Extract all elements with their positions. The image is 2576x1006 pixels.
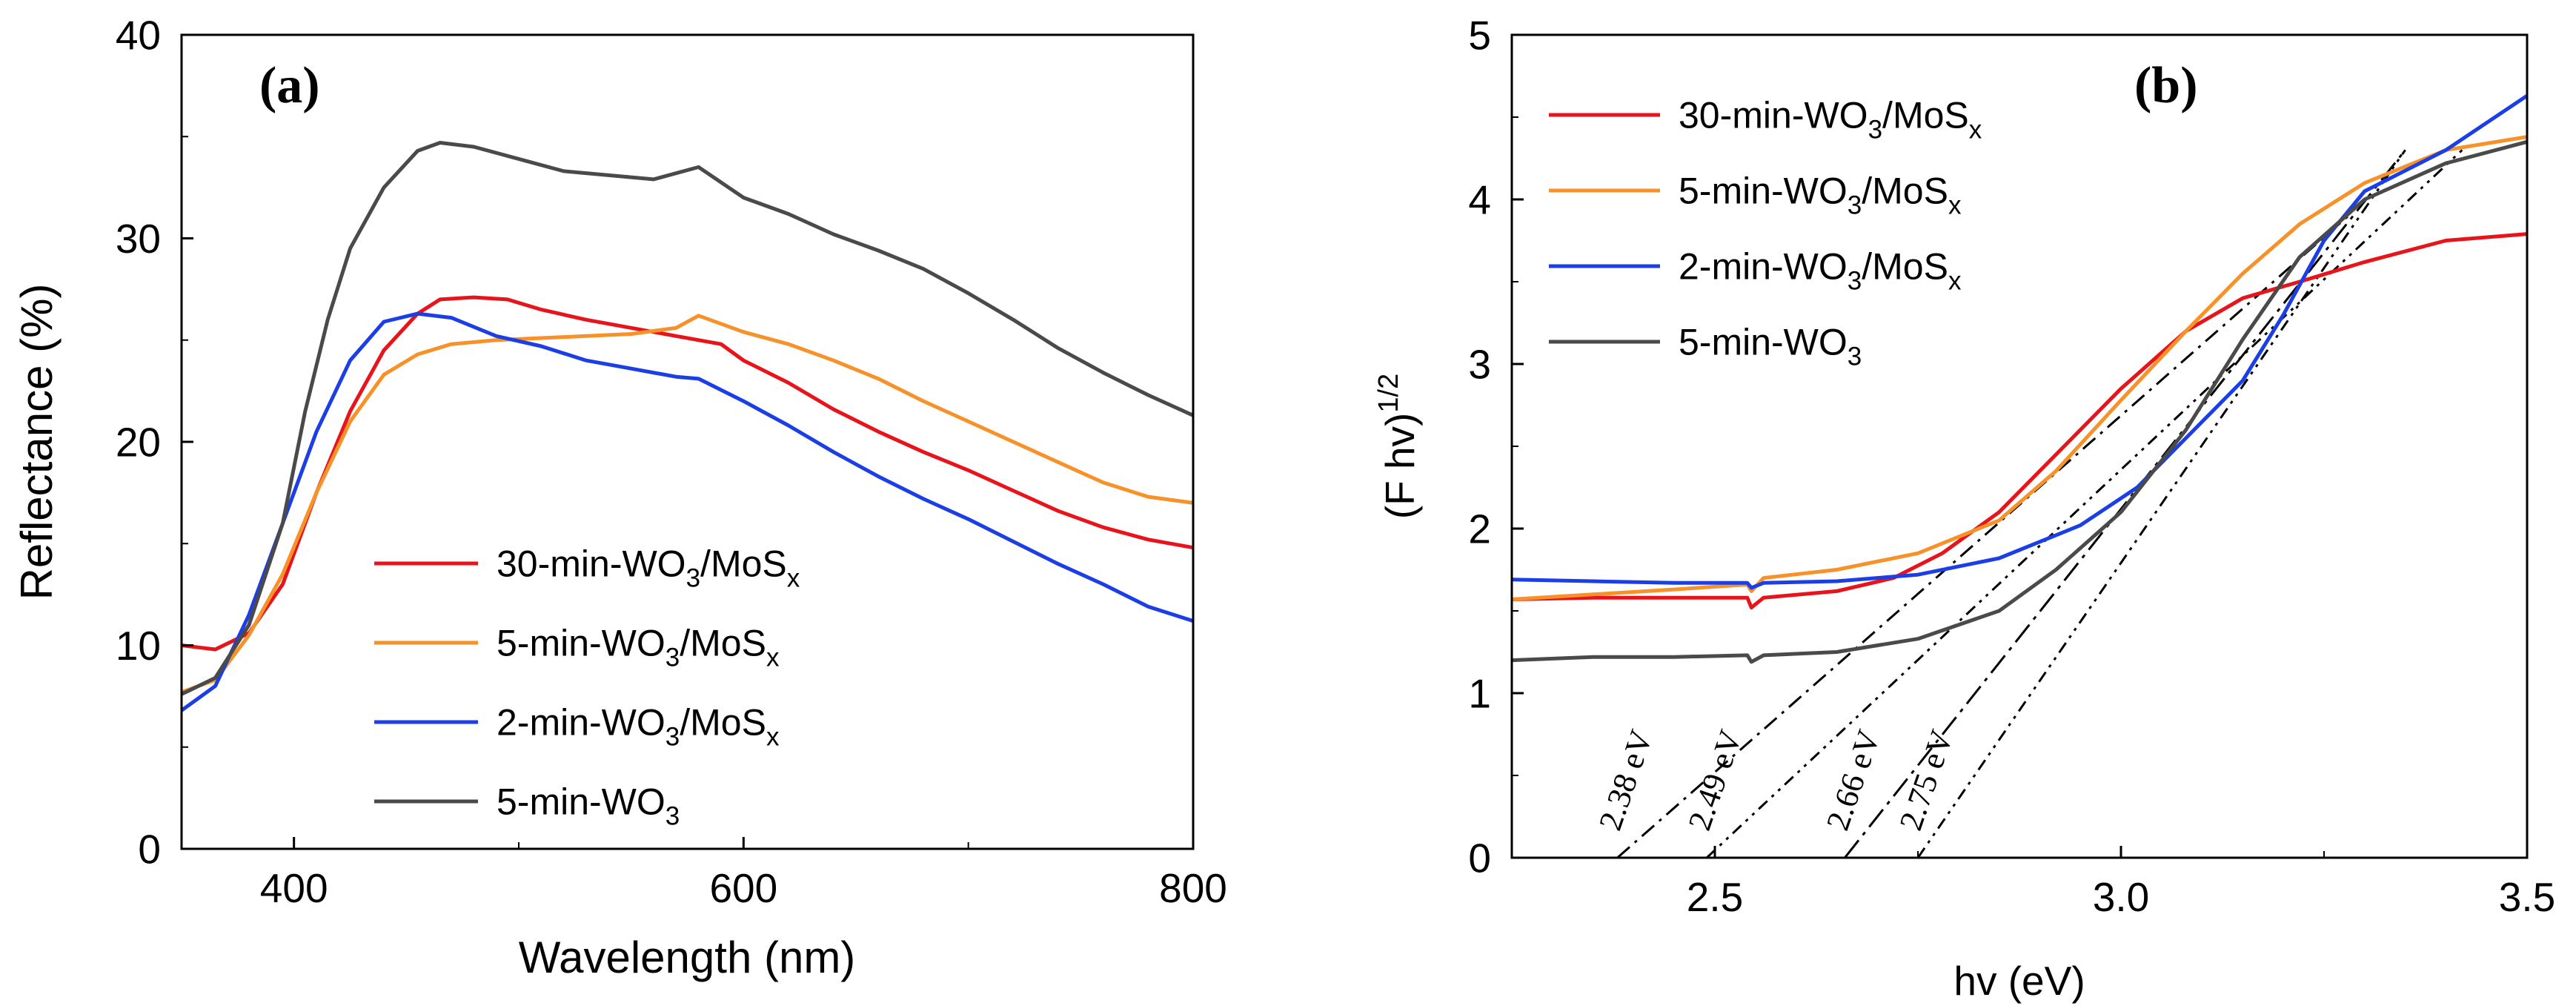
panel-b-series-group xyxy=(1511,94,2529,664)
panel-a-label: (a) xyxy=(259,57,320,114)
panel-b-legend-label-4-name-sub1: 3 xyxy=(1848,342,1862,371)
panel-a-legend-label-1-name-mid: /MoS xyxy=(700,543,787,585)
panel-a-reflectance-chart: 400 600 800 0 10 20 30 40 (a) Wavelength (nm) R… xyxy=(12,12,1227,982)
panel-b-legend-label-1: 30-min-WO3/MoSx xyxy=(1679,95,1982,145)
panel-a-series-4-line xyxy=(180,141,1195,696)
panel-b-y-axis-title: (F hv)1/2 xyxy=(1373,374,1423,519)
panel-b-legend-label-2-name-sub2: x xyxy=(1948,191,1962,220)
panel-b-x-tick-label: 3.5 xyxy=(2499,874,2555,920)
panel-a-y-tick-label: 20 xyxy=(116,419,161,465)
panel-a-legend-label-1: 30-min-WO3/MoSx xyxy=(497,543,800,593)
panel-a-legend-label-1-name-main: 30-min-WO xyxy=(497,543,686,585)
panel-b-legend-label-2-name-mid: /MoS xyxy=(1862,171,1948,212)
panel-b-legend-label-3-name-mid: /MoS xyxy=(1862,246,1948,288)
panel-b-y-tick-label: 1 xyxy=(1468,670,1491,716)
panel-b-y-tick-label: 4 xyxy=(1468,176,1491,222)
panel-a-x-axis-title: Wavelength (nm) xyxy=(519,933,856,982)
panel-a-y-tick-label: 10 xyxy=(116,623,161,669)
panel-a-legend-label-3-name-mid: /MoS xyxy=(680,702,766,744)
panel-a-legend-label-3-name-main: 2-min-WO xyxy=(497,702,665,744)
panel-a-x-tick-label: 800 xyxy=(1159,865,1227,911)
panel-b-y-tick-label: 0 xyxy=(1468,835,1491,881)
panel-a-legend-label-3: 2-min-WO3/MoSx xyxy=(497,702,780,752)
panel-a-y-tick-label: 40 xyxy=(116,12,161,58)
panel-a-legend-label-1-name-sub1: 3 xyxy=(686,564,700,593)
panel-b-series-4-line xyxy=(1511,139,2528,664)
panel-b-series-3-line xyxy=(1511,94,2529,590)
panel-b-tangent-line-3 xyxy=(1844,149,2406,858)
panel-b-legend: 30-min-WO3/MoSx5-min-WO3/MoSx2-min-WO3/M… xyxy=(1549,95,1982,371)
panel-b-legend-label-1-name-main: 30-min-WO xyxy=(1679,95,1868,136)
panel-b-legend-label-2: 5-min-WO3/MoSx xyxy=(1679,171,1962,220)
panel-b-legend-label-1-name-sub2: x xyxy=(1969,116,1982,145)
panel-b-series-2-line xyxy=(1511,135,2528,601)
panel-a-legend: 30-min-WO3/MoSx5-min-WO3/MoSx2-min-WO3/M… xyxy=(374,543,800,831)
panel-b-y-tick-label: 2 xyxy=(1468,506,1491,552)
panel-a-series-group xyxy=(180,141,1195,712)
panel-a-y-tick-label: 0 xyxy=(138,826,161,872)
panel-a-legend-label-4: 5-min-WO3 xyxy=(497,781,680,831)
panel-b-legend-label-3-name-sub2: x xyxy=(1948,267,1962,296)
panel-b-x-tick-label: 3.0 xyxy=(2093,874,2149,920)
panel-a-legend-label-2-name-sub2: x xyxy=(766,643,780,672)
panel-b-legend-label-1-name-sub1: 3 xyxy=(1868,116,1882,145)
panel-a-legend-label-1-name-sub2: x xyxy=(787,564,800,593)
panel-b-legend-label-3-name-sub1: 3 xyxy=(1848,267,1862,296)
panel-a-legend-label-4-name-main: 5-min-WO xyxy=(497,781,665,823)
panel-a-series-2-line xyxy=(181,314,1194,694)
panel-b-x-tick-label: 2.5 xyxy=(1687,874,1743,920)
panel-b-legend-label-2-name-sub1: 3 xyxy=(1848,191,1862,220)
panel-b-label: (b) xyxy=(2134,57,2198,114)
svg-text:(F hv)1/2: (F hv)1/2 xyxy=(1373,374,1423,519)
panel-a-legend-label-2-name-sub1: 3 xyxy=(665,643,680,672)
panel-a-ticks: 400 600 800 0 10 20 30 40 xyxy=(116,12,1227,911)
panel-a-legend-label-3-name-sub2: x xyxy=(766,723,780,752)
panel-b-tangent-lines-group xyxy=(1616,149,2463,858)
panel-b-tangent-line-4 xyxy=(1916,149,2406,858)
panel-a-legend-label-2: 5-min-WO3/MoSx xyxy=(497,623,780,672)
panel-b-tangent-line-2 xyxy=(1706,149,2463,858)
panel-b-legend-label-3: 2-min-WO3/MoSx xyxy=(1679,246,1962,296)
panel-b-legend-label-4: 5-min-WO3 xyxy=(1679,322,1862,371)
panel-a-x-tick-label: 400 xyxy=(260,865,328,911)
panel-a-legend-label-2-name-main: 5-min-WO xyxy=(497,623,665,664)
panel-b-y-tick-label: 5 xyxy=(1468,12,1491,58)
panel-b-legend-label-2-name-main: 5-min-WO xyxy=(1679,171,1848,212)
panel-a-y-tick-label: 30 xyxy=(116,216,161,262)
panel-a-y-axis-title: Reflectance (%) xyxy=(12,284,62,600)
panel-b-x-axis-title: hv (eV) xyxy=(1953,958,2085,1004)
panel-b-y-axis-title-main: (F hv) xyxy=(1377,413,1423,520)
panel-b-y-axis-title-sup: 1/2 xyxy=(1373,374,1404,413)
panel-b-legend-label-4-name-main: 5-min-WO xyxy=(1679,322,1848,363)
panel-b-ticks: 2.5 3.0 3.5 0 1 2 3 4 5 xyxy=(1468,12,2555,920)
panel-b-legend-label-3-name-main: 2-min-WO xyxy=(1679,246,1848,288)
panel-b-y-tick-label: 3 xyxy=(1468,341,1491,387)
panel-b-legend-label-1-name-mid: /MoS xyxy=(1882,95,1969,136)
panel-a-x-tick-label: 600 xyxy=(709,865,777,911)
panel-a-legend-label-3-name-sub1: 3 xyxy=(665,723,680,752)
panel-a-series-3-line xyxy=(180,311,1194,712)
panel-a-legend-label-4-name-sub1: 3 xyxy=(665,802,680,831)
panel-a-legend-label-2-name-mid: /MoS xyxy=(680,623,766,664)
